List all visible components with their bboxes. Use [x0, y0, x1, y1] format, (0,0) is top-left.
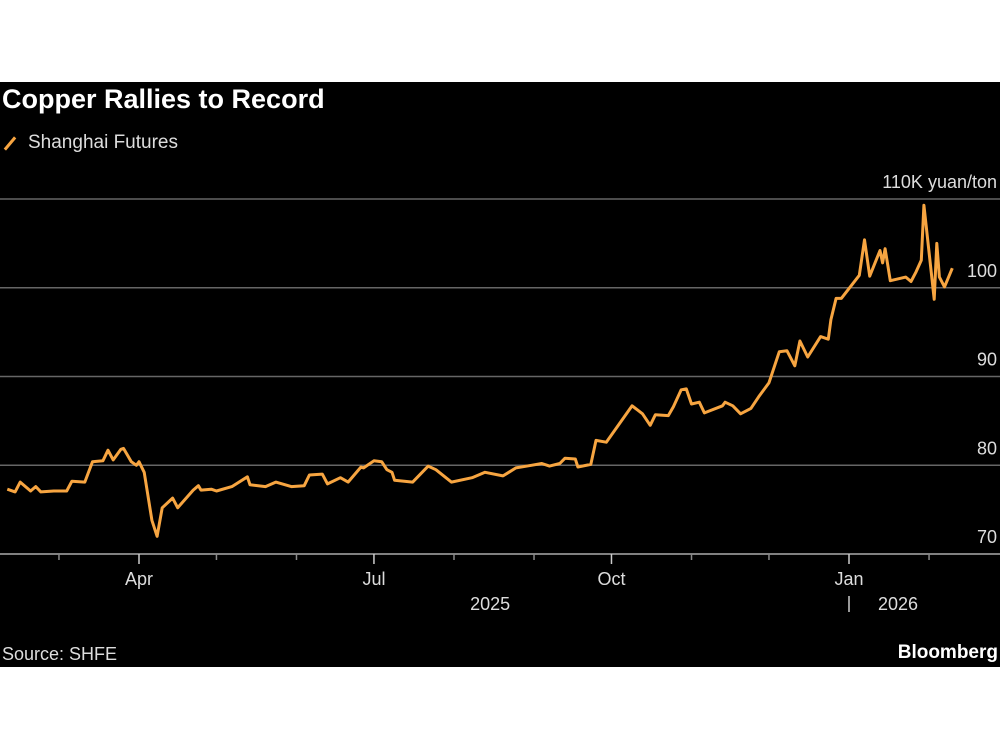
source-note: Source: SHFE [2, 644, 118, 664]
y-tick-label: 110K yuan/ton [882, 172, 997, 192]
y-tick-label: 90 [977, 350, 997, 370]
year-label: 2026 [878, 594, 918, 614]
x-tick-label: Apr [125, 569, 153, 589]
y-tick-label: 100 [967, 261, 997, 281]
chart-panel [0, 82, 1000, 667]
legend: Shanghai Futures [2, 132, 178, 154]
series-line-shanghai-futures [6, 203, 954, 538]
y-tick-label: 70 [977, 527, 997, 547]
legend-label: Shanghai Futures [28, 132, 178, 153]
bloomberg-logo: Bloomberg [897, 642, 998, 663]
x-tick-label: Jan [834, 569, 863, 589]
chart-title: Copper Rallies to Record [2, 84, 325, 114]
y-tick-label: 80 [977, 438, 997, 458]
year-label: 2025 [470, 594, 510, 614]
x-tick-label: Jul [362, 569, 385, 589]
x-tick-label: Oct [597, 569, 625, 589]
